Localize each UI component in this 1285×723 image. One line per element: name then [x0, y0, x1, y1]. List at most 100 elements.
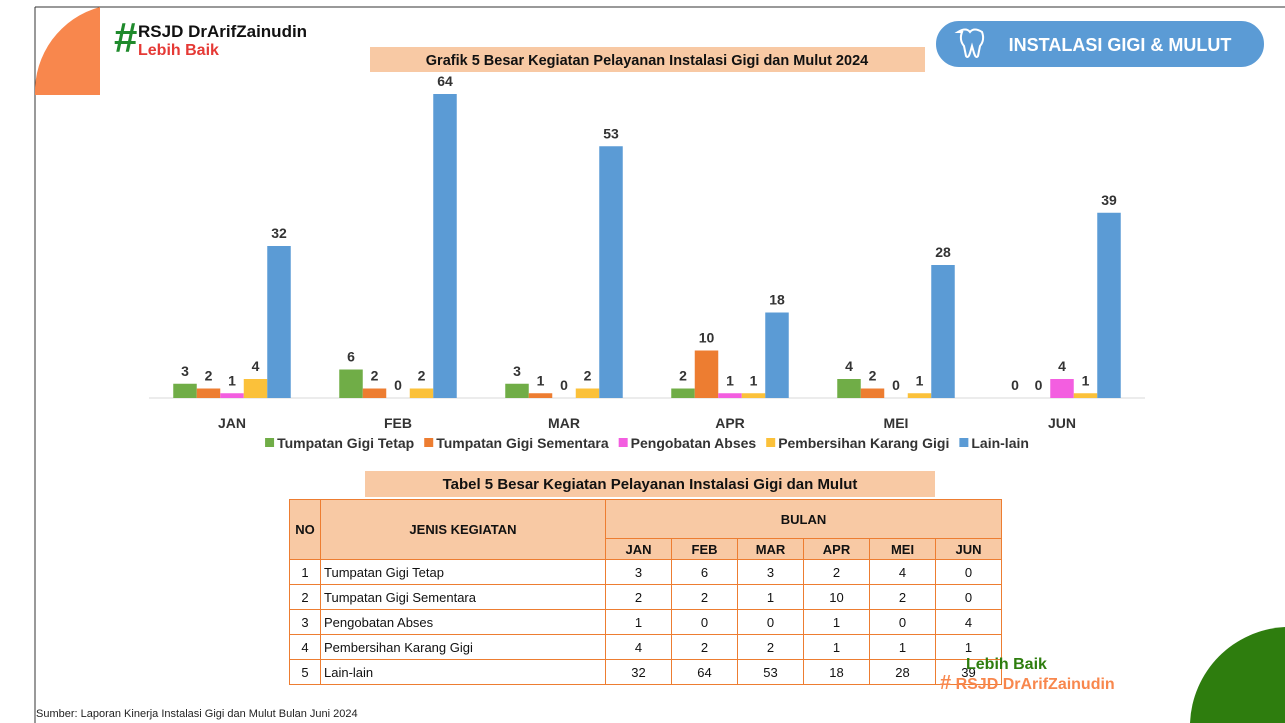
table-cell: Pembersihan Karang Gigi [320, 634, 606, 660]
table-cell: 28 [869, 659, 936, 685]
legend-label: Pembersihan Karang Gigi [778, 435, 949, 451]
bar [931, 265, 955, 398]
corner-decoration [1190, 627, 1285, 723]
hospital-name: RSJD DrArifZainudin [138, 22, 307, 41]
header-cell: MEI [869, 538, 936, 560]
source-note: Sumber: Laporan Kinerja Instalasi Gigi d… [36, 708, 358, 720]
table-cell: Lain-lain [320, 659, 606, 685]
table-cell: 2 [671, 584, 738, 610]
bar [1097, 212, 1121, 398]
data-label: 4 [1058, 358, 1066, 374]
table-cell: Pengobatan Abses [320, 609, 606, 635]
table-row: 2 Tumpatan Gigi Sementara 2 2 1 10 2 0 [289, 584, 1002, 610]
data-label: 1 [228, 372, 236, 388]
data-label: 3 [181, 363, 189, 379]
hash-logo: # [114, 14, 137, 61]
data-label: 2 [371, 368, 379, 384]
table-cell: 0 [935, 559, 1002, 585]
table-cell: 3 [605, 559, 672, 585]
header-row: NO JENIS KEGIATAN BULAN [289, 499, 1002, 560]
legend-swatch [959, 438, 969, 447]
bar [339, 369, 363, 398]
legend-swatch [424, 438, 434, 447]
table-cell: 53 [737, 659, 804, 685]
header-cell: FEB [671, 538, 738, 560]
data-label: 0 [1011, 377, 1019, 393]
data-label: 4 [845, 358, 853, 374]
legend-swatch [618, 438, 628, 447]
data-label: 0 [1035, 377, 1043, 393]
x-tick-label: MEI [884, 415, 909, 431]
bar [575, 388, 600, 398]
data-label: 3 [513, 363, 521, 379]
table-cell: 4 [605, 634, 672, 660]
x-tick-label: JAN [218, 415, 246, 431]
data-table: NO JENIS KEGIATAN BULAN JAN FEB MAR APR MEI JUN 1… [289, 499, 1002, 685]
tagline: Lebih Baik [138, 42, 219, 59]
table-cell: 1 [289, 559, 321, 585]
table-row: 5 Lain-lain 32 64 53 18 28 39 [289, 659, 1002, 685]
data-label: 53 [603, 125, 619, 141]
table-cell: 4 [935, 609, 1002, 635]
bar [196, 388, 221, 398]
chart-title: Grafik 5 Besar Kegiatan Pelayanan Instal… [426, 53, 868, 69]
x-tick-label: FEB [384, 415, 412, 431]
table-cell: 2 [671, 634, 738, 660]
data-label: 64 [437, 73, 453, 89]
data-label: 18 [769, 292, 785, 308]
data-label: 1 [750, 372, 758, 388]
legend-swatch [265, 438, 275, 447]
legend-label: Pengobatan Abses [631, 435, 757, 451]
header-cell: JUN [935, 538, 1002, 560]
table-cell: 1 [869, 634, 936, 660]
bar [409, 388, 434, 398]
data-label: 2 [869, 368, 877, 384]
bar [1050, 379, 1074, 398]
table-cell: 6 [671, 559, 738, 585]
badge-text: INSTALASI GIGI & MULUT [1009, 35, 1232, 55]
tooth-icon [954, 28, 985, 58]
table-cell: Tumpatan Gigi Sementara [320, 584, 606, 610]
data-label: 32 [271, 225, 287, 241]
table-cell: 39 [935, 659, 1002, 685]
header-cell: APR [803, 538, 870, 560]
bar [362, 388, 387, 398]
footer-hospital-text: RSJD DrArifZainudin [955, 676, 1115, 693]
data-label: 0 [394, 377, 402, 393]
bar [243, 379, 268, 398]
header-cell: NO [289, 499, 321, 560]
data-label: 1 [726, 372, 734, 388]
legend-label: Tumpatan Gigi Sementara [436, 435, 609, 451]
table-cell: 0 [935, 584, 1002, 610]
bar [599, 146, 623, 398]
table-cell: 1 [803, 634, 870, 660]
legend-swatch [766, 438, 776, 447]
table-cell: 2 [605, 584, 672, 610]
bar [505, 383, 529, 398]
table-cell: 2 [737, 634, 804, 660]
table-row: 4 Pembersihan Karang Gigi 4 2 2 1 1 1 [289, 634, 1002, 660]
table-cell: 32 [605, 659, 672, 685]
table-cell: 2 [803, 559, 870, 585]
table-cell: 0 [869, 609, 936, 635]
table-cell: Tumpatan Gigi Tetap [320, 559, 606, 585]
badge [934, 19, 1266, 69]
data-label: 39 [1101, 192, 1117, 208]
footer-hospital: # RSJD DrArifZainudin [940, 672, 1115, 694]
bar [220, 393, 244, 398]
header-cell: MAR [737, 538, 804, 560]
table-cell: 1 [737, 584, 804, 610]
bar [267, 246, 291, 398]
data-label: 0 [892, 377, 900, 393]
table-cell: 4 [289, 634, 321, 660]
x-tick-label: MAR [548, 415, 580, 431]
data-label: 2 [679, 368, 687, 384]
legend-label: Lain-lain [971, 435, 1029, 451]
data-label: 4 [252, 358, 260, 374]
bar [528, 393, 553, 398]
data-label: 1 [537, 372, 545, 388]
table-cell: 0 [671, 609, 738, 635]
table-cell: 4 [869, 559, 936, 585]
